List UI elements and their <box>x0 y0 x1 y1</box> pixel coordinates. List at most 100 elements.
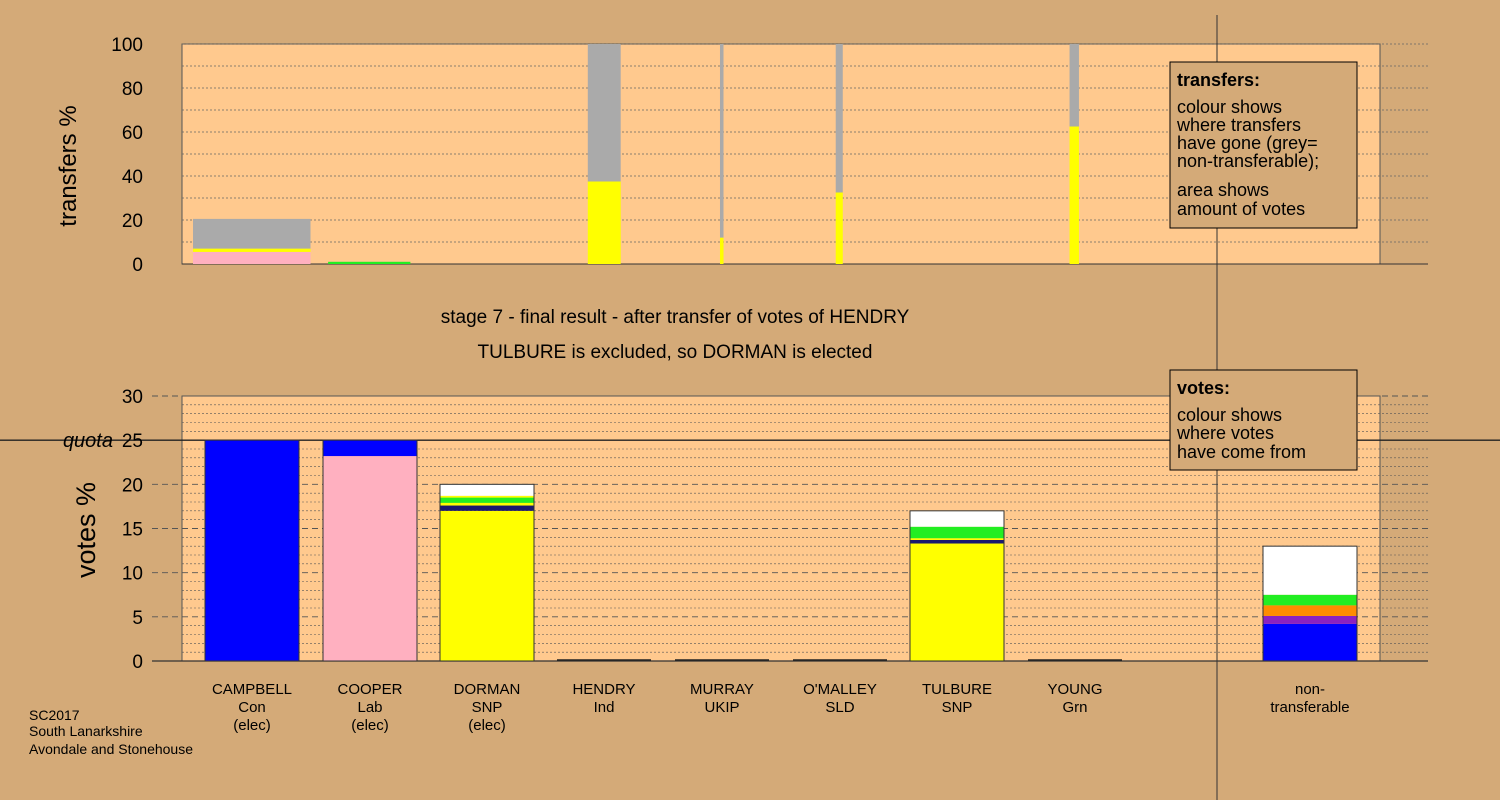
transfer-bar-segment <box>719 237 724 264</box>
candidate-label-line: Lab <box>357 699 382 716</box>
y-tick-label: 40 <box>122 167 143 188</box>
candidate-label-line: O'MALLEY <box>803 681 877 698</box>
candidate-label-line: YOUNG <box>1047 681 1102 698</box>
y-tick-label: 60 <box>122 123 143 144</box>
transfer-bar-segment <box>587 44 621 182</box>
votes-legend-line: colour shows <box>1177 405 1282 425</box>
y-tick-label: 25 <box>122 431 143 452</box>
transfer-bar-segment <box>328 261 411 264</box>
footer-line: SC2017 <box>29 707 80 723</box>
transfers-legend-line: where transfers <box>1176 115 1301 135</box>
candidate-label-line: Ind <box>594 699 615 716</box>
candidate-label: non-transferable <box>1270 681 1349 716</box>
votes-legend-title: votes: <box>1177 378 1230 398</box>
footer: SC2017 South Lanarkshire Avondale and St… <box>29 707 193 757</box>
vote-bar-segment <box>910 526 1004 539</box>
candidate-label-line: non- <box>1295 681 1325 698</box>
vote-bar-segment <box>910 539 1004 544</box>
candidate-label-line: SNP <box>472 699 503 716</box>
y-tick-label: 20 <box>122 211 143 232</box>
vote-bar-segment <box>440 502 534 506</box>
vote-bar-outline <box>439 483 535 662</box>
y-tick-label: 20 <box>122 475 143 496</box>
candidate-label-line: Con <box>238 699 266 716</box>
transfers-legend-box <box>1169 61 1358 229</box>
candidate-label-line: (elec) <box>351 717 389 734</box>
vote-bar-segment <box>910 510 1004 527</box>
y-tick-label: 0 <box>132 255 143 276</box>
candidate-label-line: MURRAY <box>690 681 754 698</box>
transfer-bar-segment <box>193 218 311 249</box>
vote-bar-outline <box>1262 545 1358 662</box>
transfers-legend: transfers: colour shows where transfers … <box>1169 61 1358 229</box>
transfer-bar-segment <box>719 44 724 238</box>
candidate-label-line: (elec) <box>233 717 271 734</box>
votes-legend-line: have come from <box>1177 442 1306 462</box>
y-tick-label: 100 <box>111 35 143 56</box>
candidate-labels: CAMPBELLCon(elec)COOPERLab(elec)DORMANSN… <box>212 681 1350 734</box>
candidate-label-line: DORMAN <box>454 681 521 698</box>
vote-bar-segment <box>323 456 417 661</box>
vote-bar-segment <box>1263 546 1357 595</box>
transfer-bar-segment <box>835 192 843 264</box>
y-tick-label: 0 <box>132 652 143 673</box>
transfer-bar-segment <box>1069 44 1079 127</box>
transfer-bar-segment <box>587 181 621 264</box>
candidate-label-line: CAMPBELL <box>212 681 292 698</box>
vote-bar-segment <box>440 510 534 661</box>
vote-bar-outline <box>909 510 1005 662</box>
y-tick-label: 80 <box>122 79 143 100</box>
candidate-label-line: COOPER <box>337 681 402 698</box>
quota-label: quota <box>63 430 113 452</box>
votes-legend-box <box>1169 369 1358 471</box>
vote-bar-outline <box>322 439 418 662</box>
y-tick-label: 5 <box>132 608 143 629</box>
vote-bar-segment <box>440 497 534 503</box>
vote-bar-segment <box>440 484 534 496</box>
candidate-label-line: Grn <box>1062 699 1087 716</box>
vote-bar-segment <box>440 505 534 511</box>
votes-axis-label: votes % <box>71 482 101 578</box>
vote-bar-segment <box>910 543 1004 661</box>
candidate-label-line: transferable <box>1270 699 1349 716</box>
vote-bar-segment <box>910 538 1004 540</box>
vote-bar-segment <box>323 440 417 457</box>
transfers-legend-line: colour shows <box>1177 97 1282 117</box>
footer-line: South Lanarkshire <box>29 723 143 739</box>
vote-bar-segment <box>1263 615 1357 624</box>
result-title: TULBURE is excluded, so DORMAN is electe… <box>478 342 873 363</box>
candidate-label-line: (elec) <box>468 717 506 734</box>
transfer-bar-segment <box>1069 126 1079 264</box>
transfers-legend-line: have gone (grey= <box>1177 133 1318 153</box>
transfers-axis-label: transfers % <box>55 105 82 226</box>
candidate-label-line: UKIP <box>704 699 739 716</box>
candidate-label-line: SNP <box>942 699 973 716</box>
transfers-legend-line: non-transferable); <box>1177 151 1319 171</box>
transfers-legend-line: amount of votes <box>1177 199 1305 219</box>
vote-bar-segment <box>1263 623 1357 661</box>
candidate-label-line: TULBURE <box>922 681 992 698</box>
transfer-bar-segment <box>193 251 311 264</box>
vote-bar-segment <box>440 495 534 498</box>
candidate-label-line: HENDRY <box>572 681 635 698</box>
vote-bar-outline <box>204 439 300 662</box>
candidate-label-line: SLD <box>825 699 854 716</box>
y-tick-label: 10 <box>122 564 143 585</box>
transfer-bar-segment <box>835 44 843 193</box>
votes-legend: votes: colour shows where votes have com… <box>1169 369 1358 471</box>
vote-bar-segment <box>205 440 299 661</box>
y-tick-label: 30 <box>122 387 143 408</box>
transfers-legend-line: area shows <box>1177 180 1269 200</box>
stage-title: stage 7 - final result - after transfer … <box>441 307 910 328</box>
transfer-bar-segment <box>193 248 311 252</box>
vote-bar-segment <box>1263 594 1357 606</box>
vote-bar-segment <box>1263 605 1357 616</box>
